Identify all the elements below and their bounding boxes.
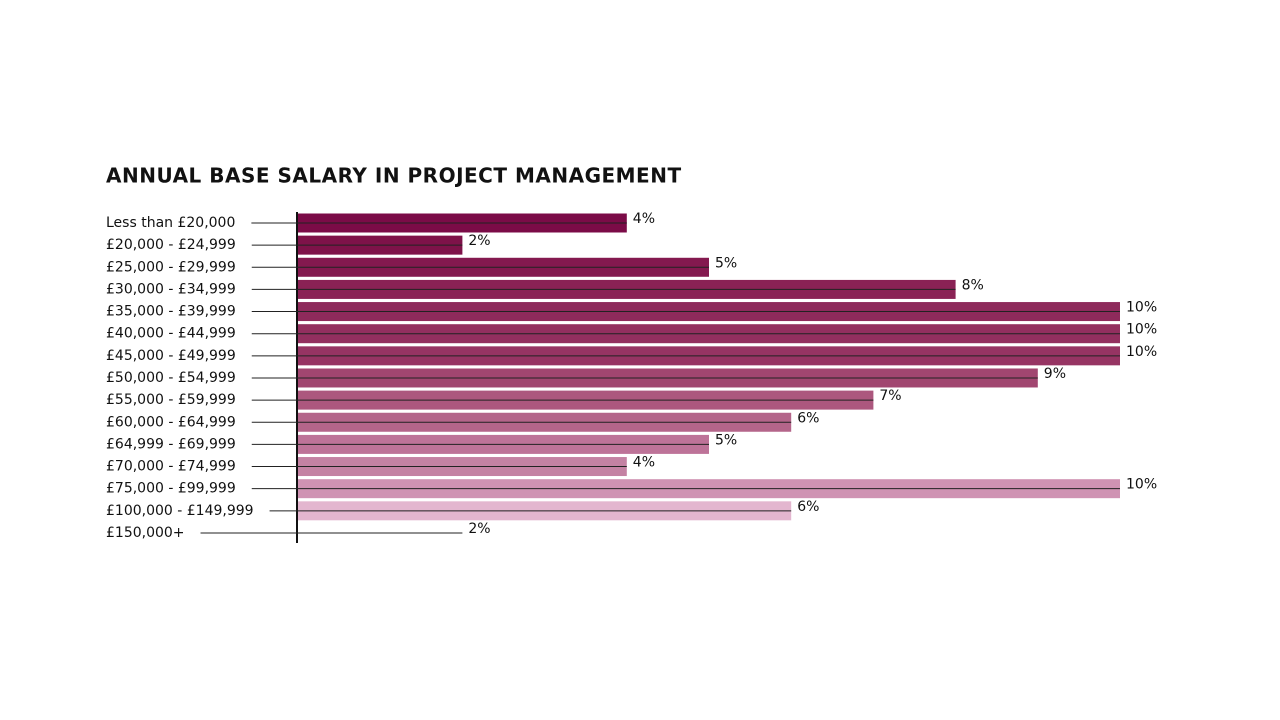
value-label: 5% bbox=[715, 255, 737, 271]
chart-title: ANNUAL BASE SALARY IN PROJECT MANAGEMENT bbox=[106, 164, 682, 188]
value-label: 6% bbox=[797, 410, 819, 426]
value-label: 2% bbox=[468, 233, 490, 249]
category-label: £75,000 - £99,999 bbox=[106, 481, 236, 497]
category-label: £20,000 - £24,999 bbox=[106, 237, 236, 253]
category-label: £100,000 - £149,999 bbox=[106, 503, 254, 519]
category-label: Less than £20,000 bbox=[106, 215, 235, 231]
value-label: 10% bbox=[1126, 300, 1157, 316]
category-label: £70,000 - £74,999 bbox=[106, 459, 236, 475]
value-label: 10% bbox=[1126, 322, 1157, 338]
category-label: £50,000 - £54,999 bbox=[106, 370, 236, 386]
category-label: £60,000 - £64,999 bbox=[106, 414, 236, 430]
value-label: 7% bbox=[879, 388, 901, 404]
category-label: £25,000 - £29,999 bbox=[106, 259, 236, 275]
category-label: £30,000 - £34,999 bbox=[106, 281, 236, 297]
value-label: 5% bbox=[715, 432, 737, 448]
category-label: £64,999 - £69,999 bbox=[106, 436, 236, 452]
category-label: £45,000 - £49,999 bbox=[106, 348, 236, 364]
value-label: 10% bbox=[1126, 344, 1157, 360]
value-label: 9% bbox=[1044, 366, 1066, 382]
value-label: 2% bbox=[468, 521, 490, 537]
category-label: £35,000 - £39,999 bbox=[106, 304, 236, 320]
value-label: 4% bbox=[633, 211, 655, 227]
category-label: £40,000 - £44,999 bbox=[106, 326, 236, 342]
value-label: 10% bbox=[1126, 477, 1157, 493]
category-label: £150,000+ bbox=[106, 525, 185, 541]
category-label: £55,000 - £59,999 bbox=[106, 392, 236, 408]
value-label: 4% bbox=[633, 455, 655, 471]
value-label: 8% bbox=[962, 277, 984, 293]
value-label: 6% bbox=[797, 499, 819, 515]
